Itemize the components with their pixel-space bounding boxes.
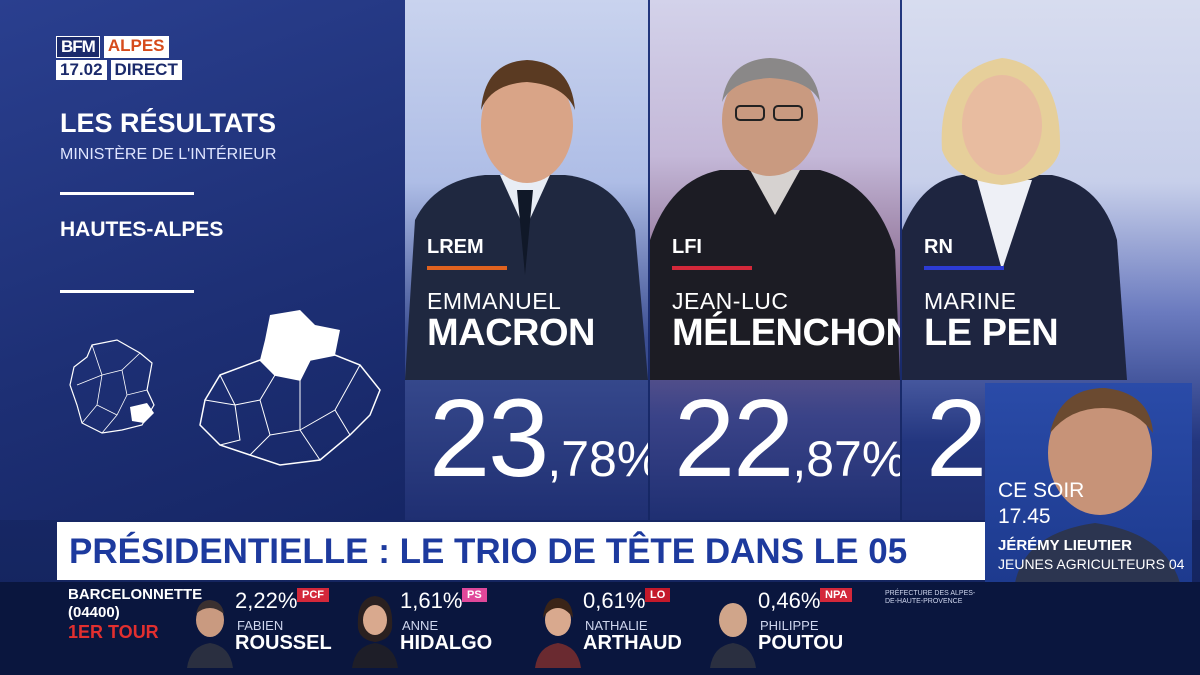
ticker-pct: 2,22% bbox=[235, 588, 298, 613]
clock-time: 17.02 bbox=[56, 60, 107, 80]
pct-decimal: ,78% bbox=[547, 431, 648, 487]
divider bbox=[60, 192, 194, 195]
candidate-card: LREM EMMANUEL MACRON 23,78% bbox=[405, 0, 648, 520]
party-badge: LO bbox=[645, 588, 671, 602]
ticker-town: BARCELONNETTE bbox=[68, 586, 203, 603]
ticker-pct: 0,61% bbox=[583, 588, 646, 613]
divider bbox=[60, 290, 194, 293]
candidate-first-name: MARINE bbox=[924, 288, 1017, 314]
candidate-photo bbox=[650, 58, 900, 380]
headline-text: PRÉSIDENTIELLE : LE TRIO DE TÊTE DANS LE… bbox=[69, 532, 908, 571]
ticker-round: 1ER TOUR bbox=[68, 622, 159, 642]
candidate-percentage: 23,78% bbox=[429, 375, 648, 502]
candidate-percentage: 22,87% bbox=[674, 375, 900, 502]
candidate-thumbnail bbox=[710, 603, 756, 668]
candidate-last-name: MÉLENCHON bbox=[672, 312, 900, 354]
candidate-photo bbox=[405, 60, 648, 380]
candidate-photo bbox=[902, 58, 1127, 380]
brand-label: BFM bbox=[56, 36, 100, 58]
pct-integer: 23 bbox=[429, 377, 549, 500]
live-clock: 17.02 DIRECT bbox=[56, 60, 182, 80]
region-name: HAUTES-ALPES bbox=[60, 218, 224, 241]
results-source: MINISTÈRE DE L'INTÉRIEUR bbox=[60, 146, 277, 163]
guest-name: JÉRÉMY LIEUTIER bbox=[998, 537, 1132, 554]
party-color-bar bbox=[672, 266, 752, 270]
candidate-card: LFI JEAN-LUC MÉLENCHON 22,87% bbox=[650, 0, 900, 520]
france-map-icon bbox=[69, 339, 155, 434]
guest-role: JEUNES AGRICULTEURS 04 bbox=[998, 556, 1185, 572]
candidate-last-name: MACRON bbox=[427, 312, 595, 354]
ticker-postcode: (04400) bbox=[68, 604, 120, 621]
ticker-last-name: POUTOU bbox=[758, 632, 844, 654]
party-color-bar bbox=[924, 266, 1004, 270]
ticker-pct: 0,46% bbox=[758, 588, 821, 613]
guest-photo bbox=[1015, 388, 1180, 583]
pct-decimal: ,87% bbox=[792, 431, 900, 487]
results-title: LES RÉSULTATS bbox=[60, 108, 276, 138]
ticker-first-name: PHILIPPE bbox=[760, 618, 819, 633]
candidate-thumbnail bbox=[187, 600, 233, 668]
region-map-icon bbox=[199, 310, 381, 466]
party-label: RN bbox=[924, 236, 953, 258]
ticker-last-name: ARTHAUD bbox=[583, 632, 682, 654]
party-badge: PCF bbox=[297, 588, 329, 602]
party-label: LREM bbox=[427, 236, 484, 258]
headline-banner: PRÉSIDENTIELLE : LE TRIO DE TÊTE DANS LE… bbox=[57, 522, 985, 580]
guest-inset bbox=[985, 383, 1192, 583]
candidate-first-name: EMMANUEL bbox=[427, 288, 562, 314]
ticker-last-name: ROUSSEL bbox=[235, 632, 332, 654]
live-label: DIRECT bbox=[110, 60, 182, 80]
ticker-first-name: ANNE bbox=[402, 618, 439, 633]
region-label: ALPES bbox=[103, 36, 169, 58]
party-color-bar bbox=[427, 266, 507, 270]
candidate-last-name: LE PEN bbox=[924, 312, 1059, 354]
party-badge: NPA bbox=[820, 588, 853, 602]
candidate-thumbnail bbox=[535, 598, 581, 668]
candidate-first-name: JEAN-LUC bbox=[672, 288, 789, 314]
channel-logo: BFM ALPES bbox=[56, 36, 169, 58]
guest-schedule: CE SOIR 17.45 bbox=[998, 478, 1084, 530]
ticker-pct: 1,61% bbox=[400, 588, 463, 613]
schedule-label: CE SOIR bbox=[998, 479, 1085, 502]
party-badge: PS bbox=[462, 588, 487, 602]
ticker-first-name: FABIEN bbox=[237, 618, 284, 633]
ticker-source: PRÉFECTURE DES ALPES-DE-HAUTE-PROVENCE bbox=[885, 590, 976, 605]
candidate-thumbnail bbox=[352, 596, 398, 668]
results-panel: BFM ALPES 17.02 DIRECT LES RÉSULTATS MIN… bbox=[0, 0, 405, 520]
schedule-time: 17.45 bbox=[998, 505, 1051, 528]
ticker-last-name: HIDALGO bbox=[400, 632, 493, 654]
pct-integer: 22 bbox=[674, 377, 794, 500]
party-label: LFI bbox=[672, 236, 702, 258]
ticker-first-name: NATHALIE bbox=[585, 618, 648, 633]
